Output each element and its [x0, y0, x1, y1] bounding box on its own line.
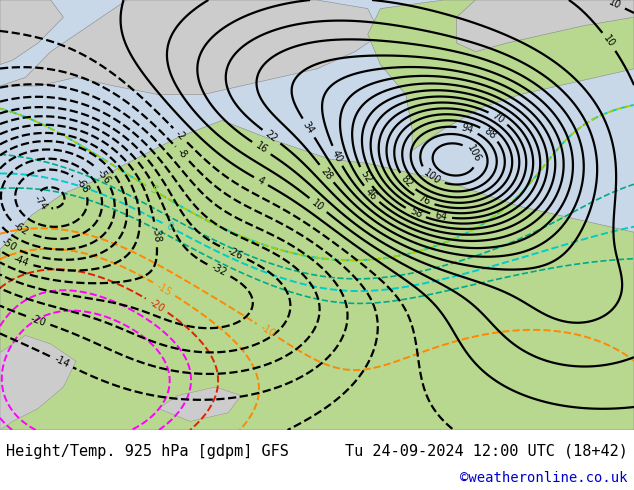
Text: 0: 0 — [165, 221, 175, 233]
Text: -38: -38 — [150, 226, 162, 243]
Text: -44: -44 — [12, 254, 30, 269]
Polygon shape — [0, 335, 76, 430]
Text: 94: 94 — [460, 123, 475, 136]
Text: -62: -62 — [12, 220, 30, 237]
Text: -74: -74 — [32, 194, 49, 212]
Text: 88: 88 — [482, 126, 498, 142]
Text: 46: 46 — [363, 186, 379, 202]
Polygon shape — [0, 0, 63, 65]
Text: Height/Temp. 925 hPa [gdpm] GFS: Height/Temp. 925 hPa [gdpm] GFS — [6, 443, 289, 459]
Text: 100: 100 — [422, 168, 443, 186]
Text: -20: -20 — [148, 297, 166, 314]
Text: -15: -15 — [155, 281, 174, 297]
Text: -50: -50 — [0, 236, 18, 253]
Text: 64: 64 — [434, 210, 448, 222]
Text: 4: 4 — [256, 175, 266, 187]
Text: 70: 70 — [490, 110, 506, 125]
Text: -10: -10 — [258, 322, 277, 339]
Text: -68: -68 — [74, 176, 91, 195]
Text: ©weatheronline.co.uk: ©weatheronline.co.uk — [460, 471, 628, 485]
Text: -56: -56 — [95, 167, 113, 186]
Text: 10: 10 — [602, 34, 617, 49]
Text: 28: 28 — [319, 166, 334, 181]
Text: 34: 34 — [301, 120, 316, 136]
Text: 106: 106 — [465, 144, 482, 164]
Text: 40: 40 — [330, 148, 344, 164]
Text: -20: -20 — [29, 313, 48, 328]
Polygon shape — [158, 387, 241, 421]
Text: 82: 82 — [399, 174, 415, 190]
Text: -14: -14 — [52, 354, 71, 370]
Text: -8: -8 — [176, 147, 190, 161]
Text: -32: -32 — [210, 262, 228, 278]
Text: 58: 58 — [408, 206, 424, 220]
Text: 5: 5 — [148, 184, 158, 196]
Text: 16: 16 — [254, 141, 269, 156]
Text: -2: -2 — [173, 128, 187, 142]
Text: 22: 22 — [264, 129, 280, 145]
Text: 10: 10 — [310, 197, 326, 213]
Text: -26: -26 — [226, 246, 245, 262]
Polygon shape — [368, 0, 634, 150]
Polygon shape — [456, 0, 634, 51]
Polygon shape — [0, 121, 634, 430]
Text: 76: 76 — [417, 193, 432, 207]
Text: 5: 5 — [148, 184, 158, 196]
Polygon shape — [0, 0, 380, 95]
Text: 10: 10 — [607, 0, 623, 11]
Text: Tu 24-09-2024 12:00 UTC (18+42): Tu 24-09-2024 12:00 UTC (18+42) — [345, 443, 628, 459]
Text: 52: 52 — [358, 169, 373, 185]
